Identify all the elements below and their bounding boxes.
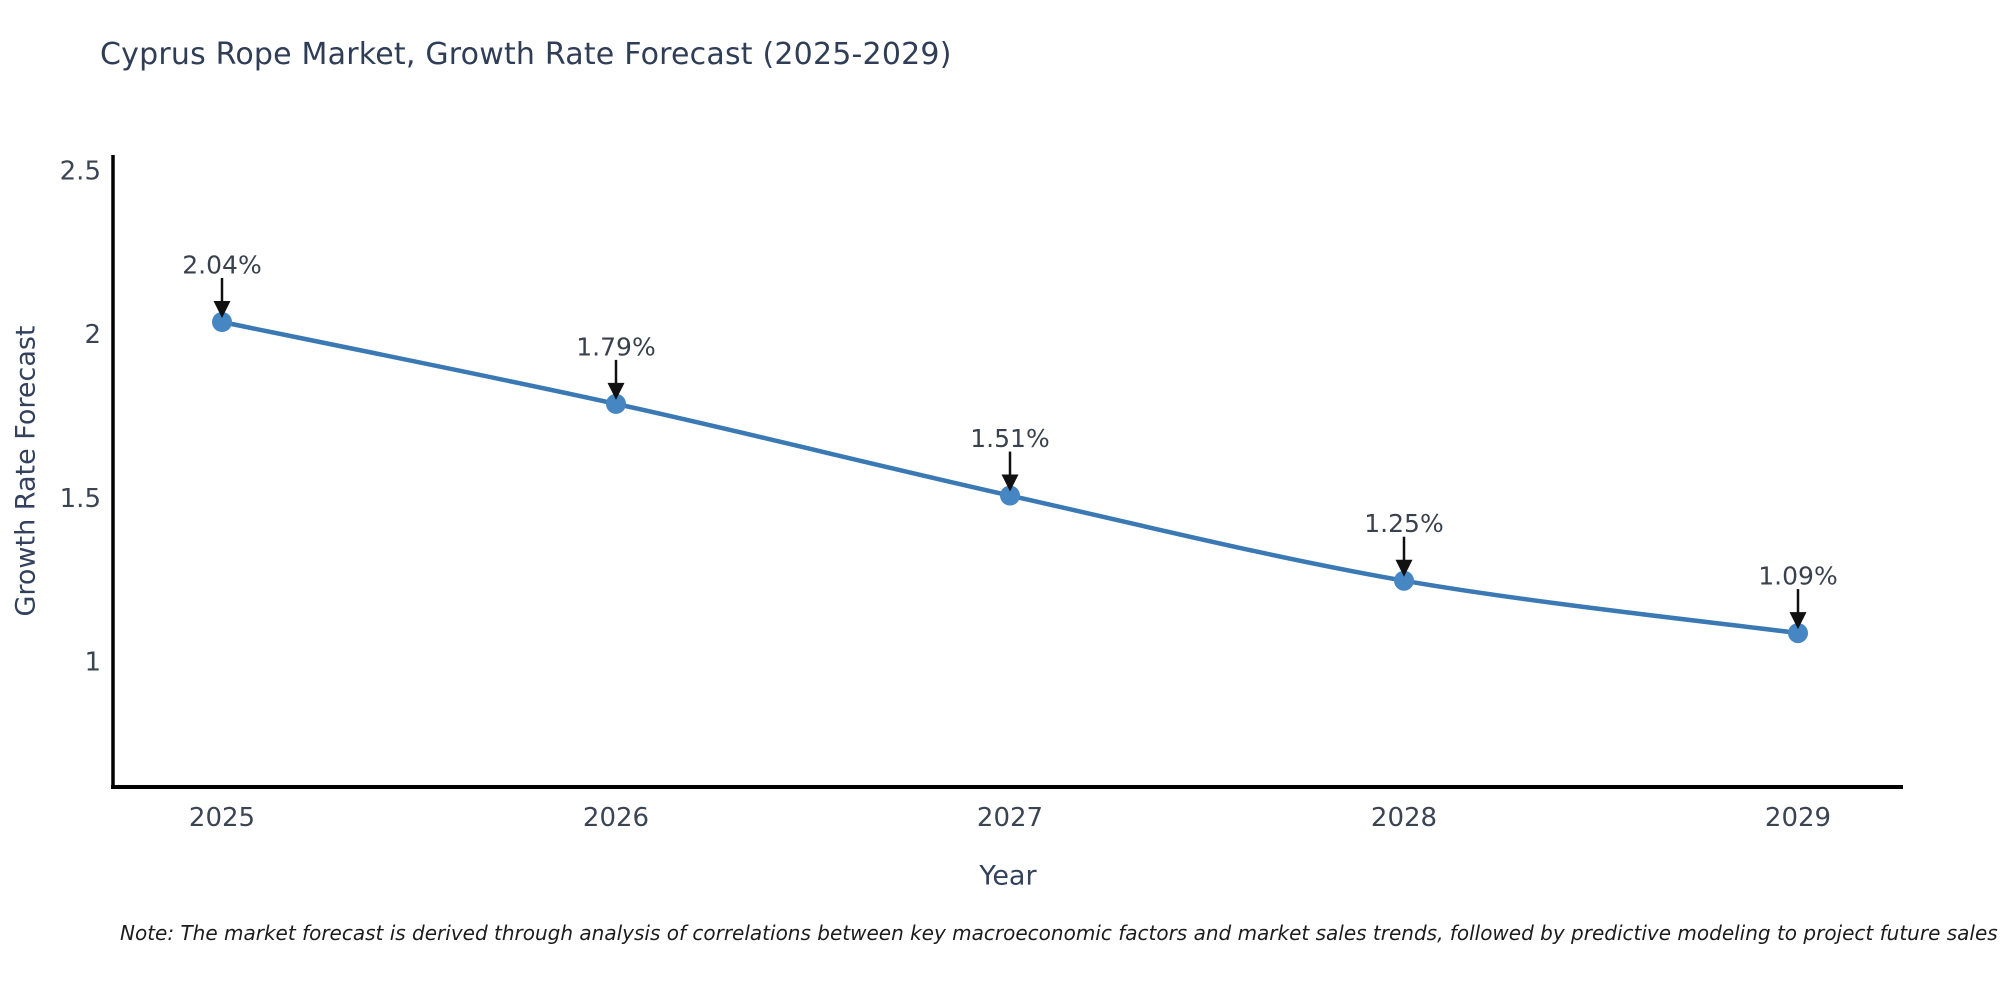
x-tick-label: 2026 [583, 803, 649, 833]
annotation-label: 1.79% [576, 332, 655, 361]
footnote: Note: The market forecast is derived thr… [120, 921, 1998, 945]
y-axis-title: Growth Rate Forecast [10, 325, 42, 617]
data-point-marker [1394, 570, 1414, 591]
annotation-label: 1.51% [970, 424, 1049, 453]
data-point-marker [1788, 623, 1808, 644]
data-point-marker [1000, 485, 1020, 506]
x-tick-label: 2029 [1765, 803, 1831, 833]
y-tick-label: 2 [84, 320, 101, 350]
x-tick-label: 2027 [977, 803, 1043, 833]
data-point-marker [212, 312, 232, 333]
y-tick-label: 1.5 [60, 484, 101, 514]
x-tick-label: 2028 [1371, 803, 1437, 833]
annotation-arrow-head [607, 382, 625, 400]
chart-title: Cyprus Rope Market, Growth Rate Forecast… [100, 37, 952, 72]
y-tick-label: 2.5 [60, 156, 101, 186]
annotation-label: 1.09% [1758, 562, 1837, 591]
annotation-arrow-head [1001, 474, 1019, 492]
x-tick-label: 2025 [189, 803, 255, 833]
annotation-arrow-head [213, 301, 231, 319]
annotation-label: 2.04% [182, 251, 261, 280]
annotation-arrow-head [1789, 612, 1807, 630]
y-tick-label: 1 [84, 648, 101, 678]
x-axis-title: Year [979, 860, 1037, 892]
annotation-arrow-head [1395, 559, 1413, 577]
data-point-marker [606, 393, 626, 414]
annotation-label: 1.25% [1364, 509, 1443, 538]
